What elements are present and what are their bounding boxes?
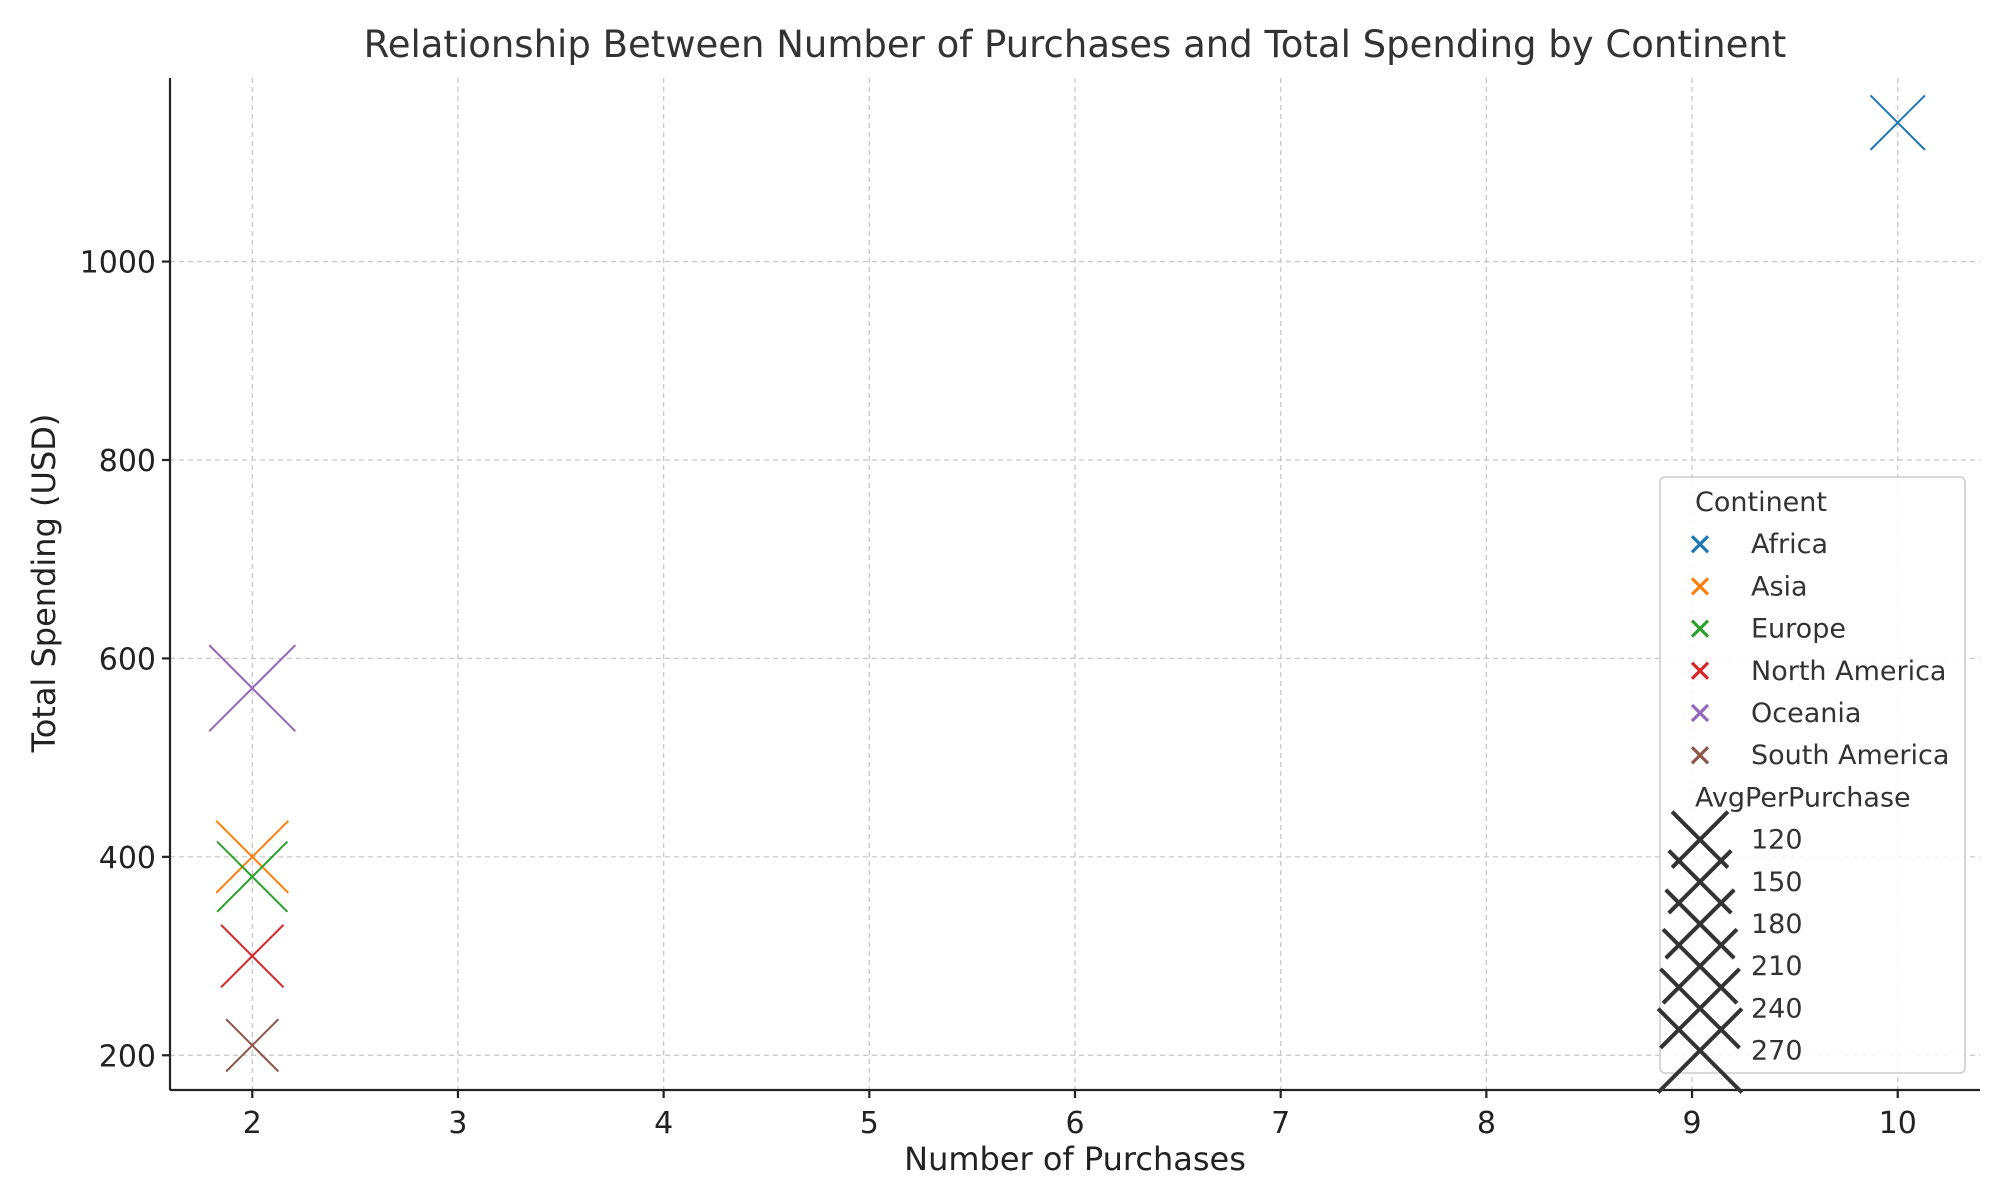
x-tick-label-9: 9 bbox=[1682, 1106, 1701, 1141]
point-africa-0 bbox=[1869, 94, 1926, 151]
legend-size-label-270: 270 bbox=[1751, 1036, 1803, 1067]
legend-size-label-150: 150 bbox=[1751, 867, 1803, 898]
legend-marker-oceania bbox=[1690, 703, 1710, 723]
legend-label-africa: Africa bbox=[1751, 529, 1828, 560]
x-axis-label: Number of Purchases bbox=[904, 1140, 1246, 1178]
chart-title: Relationship Between Number of Purchases… bbox=[364, 23, 1787, 66]
legend-size-marker-120 bbox=[1670, 810, 1730, 869]
legend-size-label-210: 210 bbox=[1751, 951, 1803, 982]
legend-label-asia: Asia bbox=[1751, 571, 1808, 602]
x-tick-label-5: 5 bbox=[860, 1106, 879, 1141]
legend-label-south-america: South America bbox=[1751, 740, 1949, 771]
legend-label-oceania: Oceania bbox=[1751, 698, 1861, 729]
point-asia-0 bbox=[215, 820, 290, 894]
legend-label-north-america: North America bbox=[1751, 656, 1946, 687]
point-south-america-0 bbox=[225, 1018, 280, 1073]
y-tick-label-400: 400 bbox=[99, 841, 156, 876]
legend-marker-south-america bbox=[1690, 746, 1710, 765]
legend-frame bbox=[1659, 476, 1966, 1074]
x-tick-label-6: 6 bbox=[1065, 1106, 1084, 1141]
y-tick-label-600: 600 bbox=[99, 642, 156, 677]
legend-size-marker-210 bbox=[1661, 927, 1739, 1005]
point-oceania-0 bbox=[208, 644, 297, 732]
x-tick-label-8: 8 bbox=[1477, 1106, 1496, 1141]
x-tick-label-3: 3 bbox=[448, 1106, 467, 1141]
legend-size-label-240: 240 bbox=[1751, 993, 1803, 1024]
legend-size-title: AvgPerPurchase bbox=[1695, 782, 1911, 813]
legend-marker-africa bbox=[1690, 535, 1710, 554]
legend-size-label-180: 180 bbox=[1751, 909, 1803, 940]
legend-marker-asia bbox=[1690, 577, 1710, 596]
y-tick-label-200: 200 bbox=[99, 1039, 156, 1074]
point-europe-0 bbox=[216, 840, 289, 913]
x-tick-label-7: 7 bbox=[1271, 1106, 1290, 1141]
x-tick-label-4: 4 bbox=[654, 1106, 673, 1141]
legend-hue-title: Continent bbox=[1695, 487, 1827, 518]
legend-size-marker-180 bbox=[1664, 888, 1736, 960]
legend-marker-north-america bbox=[1690, 661, 1710, 680]
y-axis-label: Total Spending (USD) bbox=[25, 414, 63, 754]
x-tick-label-10: 10 bbox=[1879, 1106, 1917, 1141]
y-tick-label-800: 800 bbox=[99, 444, 156, 479]
legend-size-marker-270 bbox=[1656, 1007, 1744, 1094]
legend-size-label-120: 120 bbox=[1751, 825, 1803, 856]
tick-labels: 2 3 4 5 6 7 8 9 10 200 400 600 800 1000 bbox=[80, 246, 1917, 1141]
legend: Continent Africa Asia Europe North America Oc… bbox=[1656, 476, 1966, 1094]
x-tick-label-2: 2 bbox=[243, 1106, 262, 1141]
legend-label-europe: Europe bbox=[1751, 614, 1846, 645]
y-tick-label-1000: 1000 bbox=[80, 246, 156, 281]
data-points bbox=[208, 94, 1926, 1073]
point-north-america-0 bbox=[220, 924, 285, 988]
legend-marker-europe bbox=[1690, 619, 1710, 638]
legend-size-marker-240 bbox=[1659, 967, 1741, 1050]
